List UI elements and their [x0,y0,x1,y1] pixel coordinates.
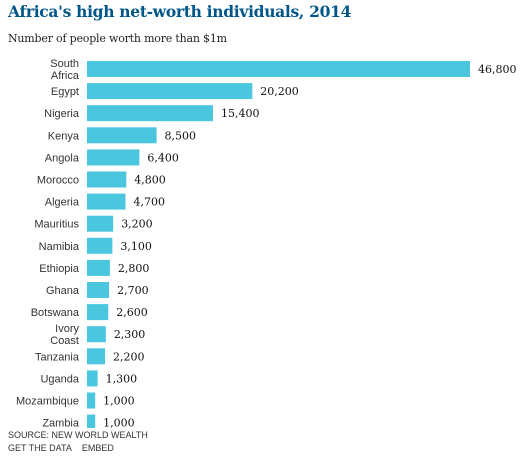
bar-6 [87,193,126,210]
value-label-0: 46,800 [478,63,517,76]
value-label-7: 3,200 [121,218,153,231]
bar-1 [87,83,253,100]
value-label-5: 4,800 [134,174,166,187]
get-the-data-link[interactable]: GET THE DATA [8,443,72,453]
bar-7 [87,215,114,232]
category-label-5: Morocco [37,175,79,187]
category-label-4: Angola [45,152,80,164]
bar-10 [87,282,110,298]
value-label-1: 20,200 [260,85,299,98]
value-label-16: 1,000 [103,417,135,428]
bar-9 [87,259,110,276]
value-label-3: 8,500 [165,129,197,142]
bar-8 [87,237,113,254]
bar-2 [87,105,214,122]
value-label-6: 4,700 [133,196,165,209]
bar-4 [87,149,140,166]
category-label-3: Kenya [48,130,80,142]
value-label-8: 3,100 [120,240,152,253]
bar-16 [87,414,96,428]
bar-0 [87,61,470,77]
category-label-16: Zambia [42,418,80,428]
category-label-10: Ghana [46,285,80,297]
category-label-7: Mauritius [34,219,79,231]
bar-5 [87,171,127,188]
category-label-15: Mozambique [16,396,79,408]
value-label-11: 2,600 [116,306,147,319]
category-label-2: Nigeria [44,108,80,120]
value-label-10: 2,700 [117,284,149,297]
bar-15 [87,392,96,409]
bar-12 [87,326,106,343]
value-label-14: 1,300 [106,372,138,385]
bar-3 [87,127,157,144]
bar-13 [87,348,106,365]
category-label-13: Tanzania [35,351,80,363]
category-label-12: Ivory Coast [50,323,79,347]
category-label-0: South Africa [50,58,80,82]
value-label-2: 15,400 [221,107,260,120]
value-label-15: 1,000 [103,395,135,408]
value-label-9: 2,800 [118,262,149,275]
chart-title: Africa's high net-worth individuals, 201… [8,2,352,21]
value-label-4: 6,400 [147,151,179,164]
category-label-1: Egypt [51,86,79,98]
category-label-11: Botswana [31,307,80,319]
footer-links: GET THE DATA EMBED [8,443,124,453]
value-label-12: 2,300 [114,328,146,341]
source-note: SOURCE: NEW WORLD WEALTH [8,430,148,440]
category-label-8: Namibia [39,241,80,253]
bar-11 [87,304,109,321]
embed-link[interactable]: EMBED [81,443,114,453]
category-label-6: Algeria [45,197,80,209]
category-label-9: Ethiopia [39,263,80,275]
value-label-13: 2,200 [113,350,145,363]
bar-chart: South Africa 46,800 Egypt 20,200 Nigeria 15,40… [16,58,517,428]
category-label-14: Uganda [40,373,79,385]
chart-subtitle: Number of people worth more than $1m [8,32,227,45]
bar-14 [87,370,98,387]
